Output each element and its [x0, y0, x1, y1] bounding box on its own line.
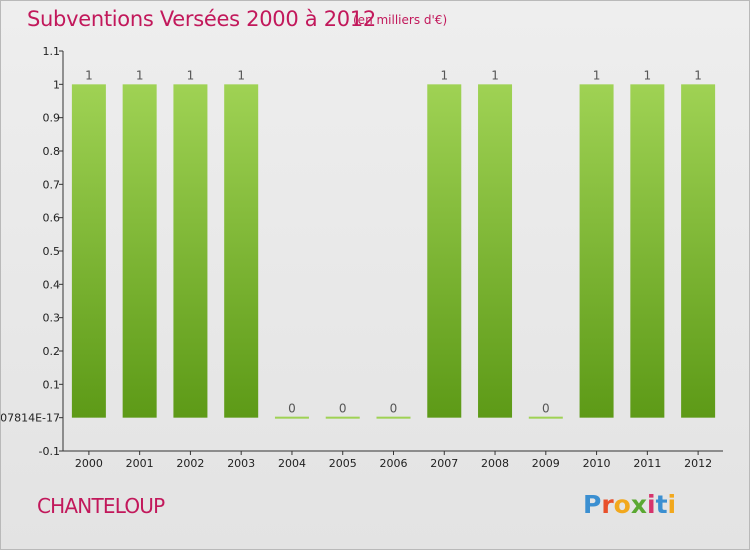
data-label-2012: 1 — [694, 68, 702, 82]
commune-name: CHANTELOUP — [37, 494, 165, 518]
y-tick-label: -0.1 — [39, 445, 60, 458]
logo-letter: P — [583, 490, 602, 519]
y-tick-label: 0.7 — [43, 178, 61, 191]
y-tick-label: 0.2 — [43, 345, 61, 358]
y-tick-label: 0.8 — [43, 145, 61, 158]
chart-data-labels: 1 1 1 1 0 0 0 1 1 0 1 1 1 — [85, 68, 702, 415]
y-tick-label: 0.5 — [43, 245, 61, 258]
data-label-2005: 0 — [339, 402, 347, 416]
y-tick-label: 0.9 — [43, 112, 61, 125]
y-tick-label: 1 — [53, 78, 60, 91]
bar-2010 — [579, 84, 614, 418]
bar-2009 — [528, 416, 563, 419]
x-tick-label: 2006 — [380, 457, 408, 470]
x-tick-label: 2009 — [532, 457, 560, 470]
data-label-2001: 1 — [136, 68, 144, 82]
data-label-2000: 1 — [85, 68, 93, 82]
data-label-2009: 0 — [542, 402, 550, 416]
data-label-2003: 1 — [237, 68, 245, 82]
y-tick-label: 0.4 — [43, 278, 61, 291]
logo-letter: x — [630, 490, 647, 519]
data-label-2007: 1 — [440, 68, 448, 82]
data-label-2004: 0 — [288, 402, 296, 416]
x-tick-label: 2007 — [430, 457, 458, 470]
x-tick-label: 2000 — [75, 457, 103, 470]
x-tick-label: 2001 — [126, 457, 154, 470]
y-tick-label: 0.1 — [43, 378, 61, 391]
logo-letter: r — [601, 490, 614, 519]
data-label-2006: 0 — [390, 402, 398, 416]
logo-letter: i — [667, 490, 677, 519]
y-tick-label: 1.3877787807814E-17 — [1, 412, 60, 425]
x-tick-label: 2010 — [583, 457, 611, 470]
chart-subtitle: (en milliers d'€) — [353, 13, 448, 27]
x-tick-label: 2004 — [278, 457, 306, 470]
bar-2002 — [173, 84, 208, 418]
data-label-2011: 1 — [644, 68, 652, 82]
x-tick-label: 2011 — [633, 457, 661, 470]
bar-2006 — [376, 416, 411, 419]
bar-2012 — [681, 84, 716, 418]
bar-2003 — [224, 84, 259, 418]
chart-title: Subventions Versées 2000 à 2012 — [27, 7, 376, 31]
bar-2011 — [630, 84, 665, 418]
x-tick-label: 2008 — [481, 457, 509, 470]
chart-axes: -0.1 1.3877787807814E-17 0.1 0.2 0.3 0.4 0.5 0.… — [1, 45, 723, 470]
bar-2008 — [478, 84, 513, 418]
logo-letter: o — [613, 490, 631, 519]
y-tick-label: 1.1 — [43, 45, 61, 58]
data-label-2002: 1 — [187, 68, 195, 82]
bar-2004 — [274, 416, 309, 419]
x-tick-label: 2005 — [329, 457, 357, 470]
logo-letter: i — [647, 490, 656, 519]
logo-letter: t — [655, 490, 668, 519]
bar-2001 — [122, 84, 157, 418]
x-tick-label: 2002 — [176, 457, 204, 470]
proxiti-logo: Proxiti — [583, 490, 676, 519]
chart-bars — [71, 84, 716, 419]
x-tick-label: 2012 — [684, 457, 712, 470]
data-label-2008: 1 — [491, 68, 499, 82]
y-tick-label: 0.6 — [43, 212, 61, 225]
y-tick-label: 0.3 — [43, 312, 61, 325]
x-tick-label: 2003 — [227, 457, 255, 470]
bar-2000 — [71, 84, 106, 418]
data-label-2010: 1 — [593, 68, 601, 82]
bar-2007 — [427, 84, 462, 418]
bar-2005 — [325, 416, 360, 419]
